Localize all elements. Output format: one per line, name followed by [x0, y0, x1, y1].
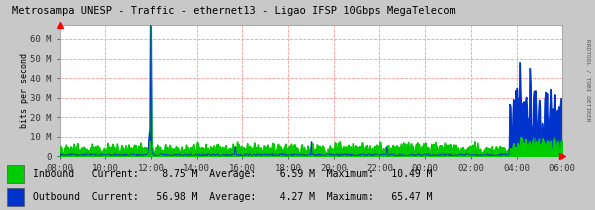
Y-axis label: bits per second: bits per second: [20, 53, 29, 128]
Text: RRDTOOL / TOBI OETIKER: RRDTOOL / TOBI OETIKER: [586, 39, 591, 121]
Text: Outbound  Current:   56.98 M  Average:    4.27 M  Maximum:   65.47 M: Outbound Current: 56.98 M Average: 4.27 …: [33, 192, 432, 202]
Text: Metrosampa UNESP - Traffic - ethernet13 - Ligao IFSP 10Gbps MegaTelecom: Metrosampa UNESP - Traffic - ethernet13 …: [12, 6, 456, 16]
Text: Inbound   Current:    8.75 M  Average:    6.59 M  Maximum:   10.49 M: Inbound Current: 8.75 M Average: 6.59 M …: [33, 169, 432, 179]
